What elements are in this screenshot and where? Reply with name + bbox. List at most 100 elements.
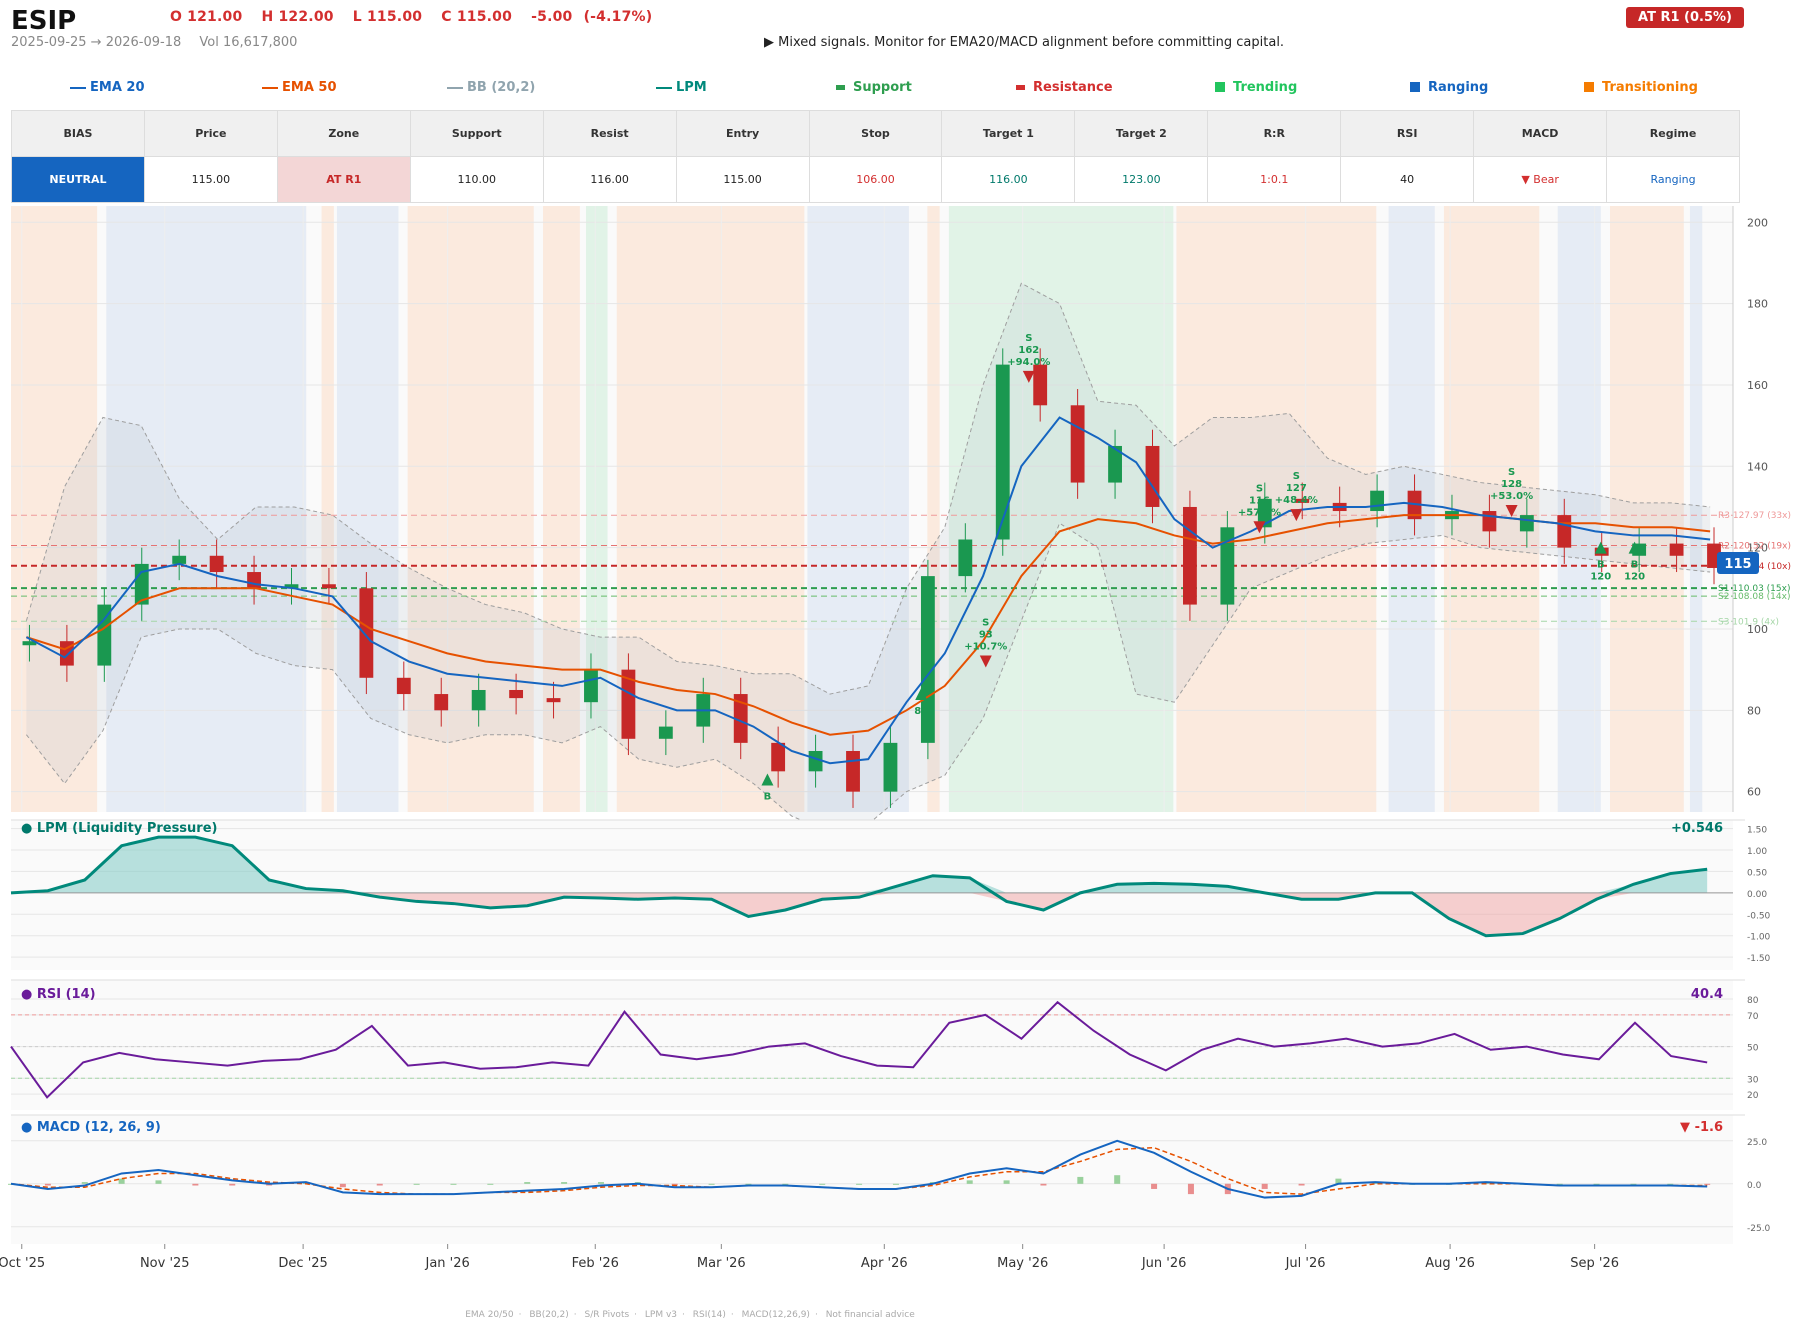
macd-histogram-bar (597, 1182, 604, 1184)
footer-item: EMA 20/50 (465, 1310, 514, 1320)
legend-lpm[interactable]: LPM (656, 80, 707, 95)
footer-item: Not financial advice (825, 1310, 915, 1320)
candle-body (284, 584, 299, 589)
x-axis: Oct '25 Nov '25 Dec '25 Jan '26 Feb '26 Mar '… (0, 1244, 1619, 1271)
price-value: 115.00 (143, 156, 278, 203)
sell-signal-label: +94.0% (1007, 357, 1050, 368)
candle-body (172, 555, 187, 564)
lpm-tick-label: 0.50 (1747, 868, 1767, 878)
x-tick-label: Dec '25 (278, 1256, 327, 1271)
ema20-line (25, 416, 1711, 765)
macd-histogram-bar (487, 1183, 494, 1185)
macd-histogram-bar (819, 1183, 826, 1185)
macd-histogram-bar (229, 1183, 236, 1186)
macd-histogram-bar (1114, 1175, 1121, 1184)
candle-body (22, 641, 37, 646)
candle-body (1145, 445, 1160, 507)
col-target2: Target 2 (1074, 110, 1209, 157)
macd-value: ▼ Bear (1473, 156, 1608, 203)
x-tick-label: May '26 (997, 1256, 1048, 1271)
regime-band-transitioning (407, 206, 534, 812)
candle-body (546, 698, 561, 703)
legend-label: EMA 20 (90, 80, 145, 95)
sell-signal-label: +48.4% (1275, 495, 1318, 506)
ohlc-low: L 115.00 (352, 9, 423, 25)
macd-histogram-bar (1593, 1183, 1600, 1185)
lpm-tick-label: 0.00 (1747, 890, 1767, 900)
col-support: Support (409, 110, 544, 157)
col-regime: Regime (1606, 110, 1740, 157)
macd-histogram-bar (966, 1180, 973, 1184)
price-tick-label: 60 (1747, 786, 1761, 799)
candle-body (322, 584, 336, 589)
legend-square-icon (1584, 82, 1594, 92)
macd-title: ● MACD (12, 26, 9) (21, 1120, 161, 1135)
candle-body (97, 604, 112, 666)
footer-item: RSI(14) (692, 1310, 726, 1320)
price-tag-box (1717, 552, 1759, 574)
macd-panel: 25.0 0.0 -25.0 (8, 1114, 1771, 1244)
legend-ema50[interactable]: EMA 50 (262, 80, 337, 95)
legend-support[interactable]: Support (836, 80, 912, 95)
legend-trending[interactable]: Trending (1215, 80, 1297, 95)
rsi-latest-value: 40.4 (1691, 987, 1723, 1002)
price-tick-label: 180 (1747, 298, 1768, 311)
buy-signal-marker (1594, 541, 1607, 554)
candle-body (509, 689, 524, 699)
candle-body (621, 669, 636, 739)
sell-signal-marker (1290, 509, 1303, 522)
legend-resistance[interactable]: Resistance (1016, 80, 1113, 95)
macd-tick-label: 0.0 (1747, 1181, 1762, 1191)
macd-histogram-bar (1704, 1183, 1711, 1185)
candle-body (846, 750, 860, 792)
candle-body (1108, 445, 1122, 483)
rsi-title: ● RSI (14) (21, 987, 96, 1002)
legend-bar-icon (836, 85, 845, 90)
bias-value: NEUTRAL (11, 156, 145, 203)
legend-transitioning[interactable]: Transitioning (1584, 80, 1698, 95)
lpm-positive-fill (11, 837, 1708, 893)
signal-message: ▶ Mixed signals. Monitor for EMA20/MACD … (764, 35, 1285, 50)
macd-histogram-bar (1187, 1183, 1194, 1195)
legend-line-icon (70, 86, 86, 89)
macd-histogram-bar (1151, 1183, 1158, 1189)
entry-value: 115.00 (675, 156, 810, 203)
rsi-tick-label: 50 (1747, 1044, 1759, 1054)
candle-body (1370, 490, 1385, 512)
sell-signal-label: +53.0% (1490, 491, 1533, 502)
price-tick-label: 160 (1747, 379, 1768, 392)
macd-histogram-bar (450, 1183, 457, 1185)
regime-band-ranging (807, 206, 909, 812)
col-stop: Stop (808, 110, 943, 157)
macd-histogram-bar (892, 1183, 899, 1185)
sell-signal-label: 93 (979, 630, 993, 641)
macd-line (10, 1139, 1708, 1199)
candle-body (808, 750, 823, 772)
legend-bb[interactable]: BB (20,2) (447, 80, 535, 95)
volume-readout: Vol 16,617,800 (199, 35, 298, 50)
buy-signal-marker (761, 773, 774, 786)
candle-body (1220, 527, 1235, 605)
legend-label: Transitioning (1602, 80, 1698, 95)
regime-band-transitioning (542, 206, 580, 812)
regime-band-ranging (336, 206, 399, 812)
rsi-tick-label: 80 (1747, 996, 1759, 1006)
buy-signal-label: B (1631, 560, 1639, 571)
bb-upper-line (25, 282, 1711, 695)
macd-histogram-bar (81, 1182, 88, 1184)
macd-histogram-bar (561, 1182, 568, 1184)
price-panel: 60 80 100 120 140 160 180 200 R3 127.97 (33x) R2 … (11, 206, 1791, 833)
zone-value: AT R1 (276, 156, 411, 203)
legend-ema20[interactable]: EMA 20 (70, 80, 145, 95)
summary-value-row: NEUTRAL 115.00 AT R1 110.00 116.00 115.0… (11, 156, 1740, 203)
x-tick-label: Jul '26 (1285, 1256, 1326, 1271)
sell-signal-label: 116 (1249, 495, 1270, 506)
sell-signal-label: +57.0% (1238, 507, 1281, 518)
legend-ranging[interactable]: Ranging (1410, 80, 1488, 95)
col-bias: BIAS (11, 110, 145, 157)
legend-line-icon (656, 86, 672, 89)
sr-level-label: S3 101.9 (4x) (1718, 617, 1779, 627)
macd-latest-value: ▼ -1.6 (1680, 1120, 1723, 1135)
lpm-tick-label: 1.00 (1747, 847, 1767, 857)
macd-tick-label: -25.0 (1747, 1224, 1771, 1234)
